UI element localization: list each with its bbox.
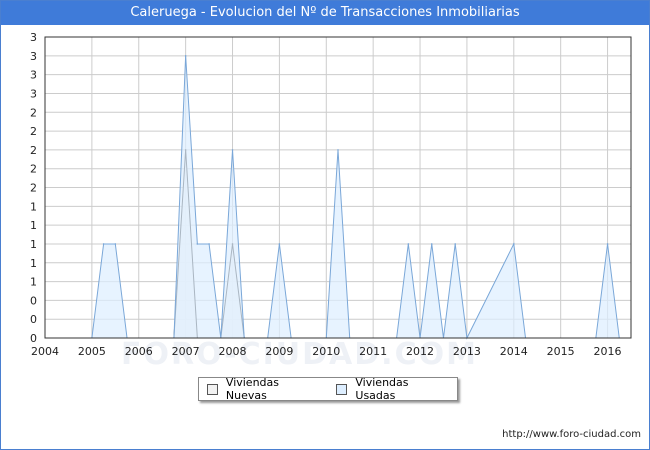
y-tick-label: 0 bbox=[30, 332, 37, 345]
y-tick-label: 1 bbox=[30, 276, 37, 289]
y-tick-label: 0 bbox=[30, 313, 37, 326]
legend-swatch-usadas bbox=[336, 383, 348, 395]
y-tick-label: 2 bbox=[30, 182, 37, 195]
chart-plot: 0 0 0 1 1 1 1 1 2 2 2 2 2 3 3 3 3 2004 2005 2006 2007 2008 200… bbox=[30, 31, 632, 358]
y-tick-label: 2 bbox=[30, 106, 37, 119]
data-point bbox=[454, 243, 457, 245]
y-tick-label: 2 bbox=[30, 125, 37, 138]
x-tick-label: 2007 bbox=[172, 345, 200, 358]
y-tick-label: 2 bbox=[30, 163, 37, 176]
data-point bbox=[430, 243, 433, 245]
y-tick-label: 0 bbox=[30, 294, 37, 307]
data-point bbox=[196, 243, 199, 245]
data-point bbox=[278, 243, 281, 245]
y-tick-label: 1 bbox=[30, 238, 37, 251]
legend-label-nuevas: Viviendas Nuevas bbox=[225, 376, 280, 402]
y-tick-label: 3 bbox=[30, 50, 37, 63]
data-point bbox=[184, 55, 187, 57]
data-point bbox=[114, 243, 117, 245]
y-tick-label: 3 bbox=[30, 87, 37, 100]
plot-border bbox=[44, 36, 632, 339]
x-tick-label: 2012 bbox=[406, 345, 434, 358]
watermark: FORO-CIUDAD.COM bbox=[121, 337, 478, 372]
y-tick-label: 1 bbox=[30, 219, 37, 232]
x-tick-label: 2005 bbox=[78, 345, 106, 358]
x-tick-label: 2013 bbox=[453, 345, 481, 358]
data-point bbox=[407, 243, 410, 245]
legend-item-nuevas: Viviendas Nuevas bbox=[207, 376, 322, 402]
legend-item-usadas: Viviendas Usadas bbox=[336, 376, 451, 402]
source-url[interactable]: http://www.foro-ciudad.com bbox=[502, 429, 641, 440]
x-tick-label: 2010 bbox=[312, 345, 340, 358]
legend-label-usadas: Viviendas Usadas bbox=[355, 376, 409, 402]
data-point bbox=[606, 243, 609, 245]
x-tick-label: 2016 bbox=[594, 345, 622, 358]
x-tick-label: 2009 bbox=[265, 345, 293, 358]
data-point bbox=[102, 243, 105, 245]
x-tick-label: 2011 bbox=[359, 345, 387, 358]
x-tick-label: 2015 bbox=[547, 345, 575, 358]
series-area-usadas bbox=[45, 55, 620, 338]
data-point bbox=[513, 243, 515, 245]
x-tick-label: 2006 bbox=[125, 345, 153, 358]
data-point bbox=[231, 149, 234, 151]
y-tick-label: 2 bbox=[30, 144, 37, 157]
y-tick-label: 3 bbox=[30, 31, 37, 44]
x-tick-label: 2004 bbox=[31, 345, 59, 358]
y-tick-label: 3 bbox=[30, 69, 37, 82]
chart-title: Caleruega - Evolucion del Nº de Transacc… bbox=[1, 1, 649, 25]
data-point bbox=[208, 243, 210, 245]
legend-swatch-nuevas bbox=[207, 383, 218, 395]
y-tick-label: 1 bbox=[30, 257, 37, 270]
chart-legend: Viviendas Nuevas Viviendas Usadas bbox=[198, 376, 458, 402]
x-tick-label: 2014 bbox=[500, 345, 528, 358]
y-tick-label: 1 bbox=[30, 200, 37, 213]
data-point bbox=[337, 149, 339, 151]
x-tick-label: 2008 bbox=[219, 345, 247, 358]
